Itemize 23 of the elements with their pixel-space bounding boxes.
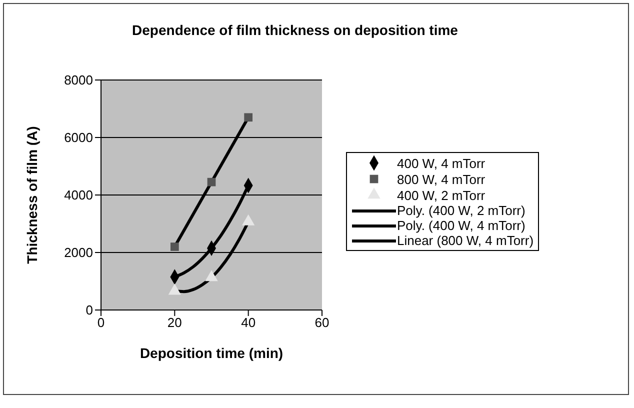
- y-tick-label: 2000: [64, 245, 93, 260]
- point: [244, 113, 253, 122]
- x-tick-label: 40: [241, 315, 256, 330]
- point: [168, 284, 182, 295]
- legend-label: Poly. (400 W, 4 mTorr): [397, 218, 526, 233]
- y-tick-label: 6000: [64, 130, 93, 146]
- legend-label: Poly. (400 W, 2 mTorr): [397, 203, 526, 218]
- y-tick-label: 0: [86, 302, 93, 318]
- x-tick-label: 0: [97, 315, 105, 330]
- y-tick-label: 8000: [64, 72, 93, 88]
- y-tick-label: 4000: [64, 188, 93, 203]
- y-axis-title: Thickness of film (A): [24, 126, 40, 264]
- chart-title: Dependence of film thickness on deposition time: [131, 22, 459, 38]
- point: [205, 270, 218, 282]
- x-tick-label: 20: [167, 315, 182, 330]
- legend-label: Linear (800 W, 4 mTorr): [397, 233, 534, 248]
- point: [207, 178, 216, 186]
- legend-label: 400 W, 4 mTorr: [397, 156, 486, 170]
- x-tick-label: 60: [314, 315, 330, 330]
- point: [170, 242, 179, 251]
- legend-label: 800 W, 4 mTorr: [397, 172, 486, 186]
- x-axis-title: Deposition time (min): [140, 345, 284, 361]
- legend-label: 400 W, 2 mTorr: [397, 188, 486, 202]
